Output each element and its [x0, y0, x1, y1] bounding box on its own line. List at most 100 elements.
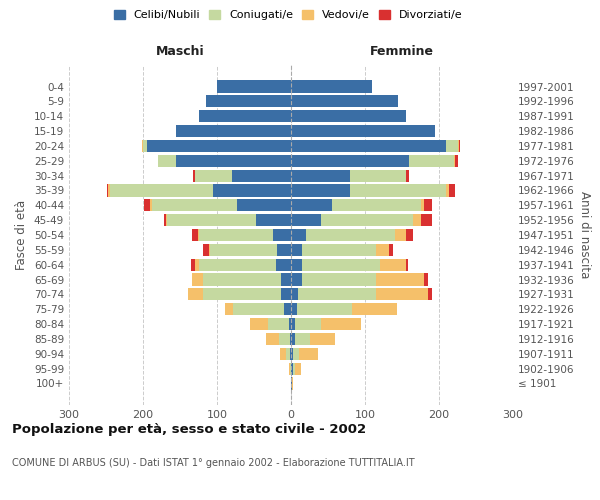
Bar [302, 274, 376, 285]
Bar [107, 184, 108, 196]
Bar [380, 258, 406, 271]
Bar [167, 214, 256, 226]
Bar [199, 229, 273, 241]
Bar [421, 214, 431, 226]
Bar [191, 258, 195, 271]
Bar [279, 333, 290, 345]
Legend: Celibi/Nubili, Coniugati/e, Vedovi/e, Divorziati/e: Celibi/Nubili, Coniugati/e, Vedovi/e, Di… [109, 6, 467, 25]
Bar [389, 244, 393, 256]
Bar [152, 199, 237, 211]
Bar [290, 333, 291, 345]
Bar [143, 140, 146, 152]
Bar [290, 348, 291, 360]
Bar [151, 199, 152, 211]
Bar [291, 80, 373, 92]
Bar [413, 214, 421, 226]
Y-axis label: Anni di nascita: Anni di nascita [578, 192, 591, 278]
Bar [424, 274, 428, 285]
Bar [158, 154, 176, 167]
Bar [302, 244, 376, 256]
Bar [421, 199, 424, 211]
Text: COMUNE DI ARBUS (SU) - Dati ISTAT 1° gennaio 2002 - Elaborazione TUTTITALIA.IT: COMUNE DI ARBUS (SU) - Dati ISTAT 1° gen… [12, 458, 415, 468]
Bar [232, 170, 291, 181]
Bar [295, 318, 320, 330]
Text: Popolazione per età, sesso e stato civile - 2002: Popolazione per età, sesso e stato civil… [12, 422, 366, 436]
Bar [352, 303, 397, 316]
Bar [406, 170, 409, 181]
Bar [273, 229, 291, 241]
Bar [428, 288, 431, 300]
Bar [299, 348, 317, 360]
Bar [306, 229, 395, 241]
Bar [449, 184, 455, 196]
Bar [195, 170, 232, 181]
Bar [206, 96, 291, 108]
Bar [458, 140, 459, 152]
Bar [350, 170, 406, 181]
Bar [302, 258, 380, 271]
Bar [266, 333, 279, 345]
Bar [291, 318, 295, 330]
Bar [192, 229, 198, 241]
Bar [176, 125, 291, 137]
Bar [424, 199, 431, 211]
Bar [291, 140, 446, 152]
Bar [291, 362, 293, 374]
Bar [237, 199, 291, 211]
Bar [291, 303, 297, 316]
Bar [459, 140, 460, 152]
Bar [203, 274, 281, 285]
Bar [291, 96, 398, 108]
Bar [291, 288, 298, 300]
Bar [395, 229, 406, 241]
Bar [193, 170, 195, 181]
Bar [446, 140, 458, 152]
Bar [291, 184, 350, 196]
Bar [289, 318, 291, 330]
Text: Femmine: Femmine [370, 44, 434, 58]
Bar [291, 214, 320, 226]
Bar [250, 318, 268, 330]
Bar [291, 125, 436, 137]
Bar [298, 288, 376, 300]
Bar [276, 258, 291, 271]
Bar [203, 244, 209, 256]
Bar [217, 80, 291, 92]
Bar [214, 184, 291, 196]
Bar [146, 140, 291, 152]
Bar [291, 110, 406, 122]
Bar [292, 378, 293, 390]
Bar [332, 199, 421, 211]
Bar [281, 288, 291, 300]
Bar [277, 244, 291, 256]
Bar [290, 362, 291, 374]
Bar [284, 303, 291, 316]
Bar [376, 288, 428, 300]
Bar [293, 348, 299, 360]
Bar [291, 333, 295, 345]
Text: Maschi: Maschi [155, 44, 205, 58]
Bar [291, 154, 409, 167]
Bar [280, 348, 286, 360]
Bar [225, 303, 233, 316]
Bar [446, 184, 449, 196]
Bar [455, 154, 458, 167]
Bar [289, 362, 290, 374]
Bar [192, 274, 203, 285]
Bar [291, 244, 302, 256]
Bar [295, 333, 310, 345]
Bar [291, 348, 293, 360]
Bar [350, 184, 446, 196]
Bar [203, 288, 281, 300]
Bar [320, 318, 361, 330]
Bar [164, 214, 166, 226]
Bar [406, 229, 413, 241]
Bar [291, 229, 306, 241]
Bar [286, 348, 290, 360]
Bar [211, 244, 277, 256]
Bar [297, 303, 352, 316]
Bar [291, 274, 302, 285]
Bar [166, 214, 167, 226]
Bar [310, 333, 335, 345]
Bar [376, 244, 389, 256]
